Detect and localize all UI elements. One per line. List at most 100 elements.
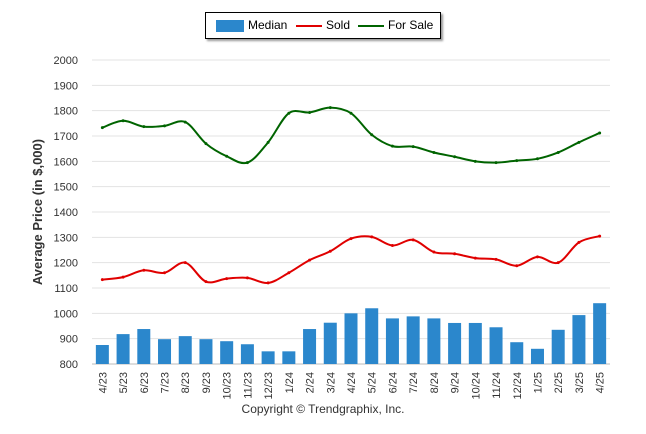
bar-median (261, 351, 275, 364)
point-for-sale (598, 131, 602, 135)
x-tick-label: 2/25 (553, 372, 565, 393)
point-sold (390, 243, 394, 247)
x-tick-label: 4/24 (346, 372, 358, 393)
copyright-text: Copyright © Trendgraphix, Inc. (241, 402, 405, 416)
bar-median (489, 327, 503, 364)
y-tick-label: 800 (60, 359, 78, 371)
point-sold (494, 257, 498, 261)
x-tick-label: 10/24 (470, 372, 482, 400)
point-for-sale (163, 124, 167, 128)
y-tick-label: 1500 (54, 182, 78, 194)
point-for-sale (328, 106, 332, 110)
x-tick-label: 6/23 (139, 372, 151, 393)
point-for-sale (390, 144, 394, 148)
point-for-sale (121, 119, 125, 123)
point-sold (245, 276, 249, 280)
x-tick-label: 5/23 (118, 372, 130, 393)
bar-median (137, 329, 151, 364)
bar-median (468, 322, 482, 364)
x-tick-label: 9/24 (450, 372, 462, 393)
y-tick-label: 1200 (54, 258, 78, 270)
x-tick-label: 7/24 (408, 372, 420, 393)
bar-median (199, 339, 213, 364)
x-tick-label: 10/23 (222, 372, 234, 400)
point-for-sale (266, 140, 270, 144)
point-sold (349, 237, 353, 241)
point-for-sale (432, 150, 436, 154)
x-tick-label: 1/24 (284, 372, 296, 393)
point-sold (328, 249, 332, 253)
point-sold (225, 277, 229, 281)
point-for-sale (287, 111, 291, 115)
point-sold (204, 280, 208, 284)
y-tick-label: 1800 (54, 106, 78, 118)
bar-median (95, 345, 109, 364)
bar-median (282, 351, 296, 364)
bar-median (551, 329, 565, 364)
point-for-sale (100, 126, 104, 130)
point-sold (287, 271, 291, 275)
point-sold (473, 256, 477, 260)
x-tick-label: 7/23 (160, 372, 172, 393)
legend-label-median: Median (248, 18, 288, 32)
point-sold (598, 234, 602, 238)
point-for-sale (183, 120, 187, 124)
y-tick-label: 1900 (54, 80, 78, 92)
x-tick-label: 3/25 (574, 372, 586, 393)
bar-median (365, 308, 379, 364)
x-tick-label: 1/25 (532, 372, 544, 393)
point-sold (535, 255, 539, 259)
point-for-sale (225, 154, 229, 158)
point-sold (266, 281, 270, 285)
legend-label-sold: Sold (326, 18, 351, 32)
point-for-sale (515, 159, 519, 163)
line-sold (102, 235, 600, 284)
point-for-sale (308, 110, 312, 114)
legend-label-for-sale: For Sale (388, 18, 434, 32)
point-sold (556, 261, 560, 265)
point-sold (142, 268, 146, 272)
point-sold (183, 261, 187, 265)
point-for-sale (245, 161, 249, 165)
bar-median (593, 303, 607, 364)
x-tick-label: 2/24 (305, 372, 317, 393)
point-sold (577, 240, 581, 244)
bar-median (178, 336, 192, 364)
bar-median (530, 348, 544, 364)
y-tick-label: 900 (60, 334, 78, 346)
x-tick-label: 5/24 (367, 372, 379, 393)
y-tick-label: 1700 (54, 131, 78, 143)
x-tick-label: 12/23 (263, 372, 275, 400)
point-for-sale (349, 111, 353, 115)
point-for-sale (494, 161, 498, 165)
y-tick-label: 1000 (54, 308, 78, 320)
point-for-sale (473, 159, 477, 163)
y-tick-label: 1600 (54, 156, 78, 168)
point-sold (100, 278, 104, 282)
x-tick-label: 9/23 (201, 372, 213, 393)
bar-median (572, 315, 586, 364)
point-for-sale (142, 125, 146, 129)
bar-median (427, 318, 441, 364)
point-for-sale (370, 133, 374, 137)
point-sold (515, 264, 519, 268)
bar-median (220, 341, 234, 364)
bar-median (240, 344, 254, 364)
bar-median (344, 313, 358, 364)
legend-swatch-sold (296, 25, 322, 27)
bar-median (448, 322, 462, 364)
y-tick-label: 1300 (54, 232, 78, 244)
legend-swatch-median (216, 20, 244, 32)
legend-swatch-for-sale (358, 25, 384, 27)
y-tick-label: 1400 (54, 207, 78, 219)
x-tick-label: 4/23 (97, 372, 109, 393)
bar-median (510, 342, 524, 364)
point-sold (411, 238, 415, 242)
y-tick-label: 2000 (54, 55, 78, 67)
point-for-sale (556, 150, 560, 154)
x-tick-label: 3/24 (325, 372, 337, 393)
x-tick-label: 12/24 (512, 372, 524, 400)
x-tick-label: 11/23 (242, 372, 254, 399)
y-axis-label: Average Price (in $,000) (30, 139, 45, 285)
point-for-sale (204, 142, 208, 146)
